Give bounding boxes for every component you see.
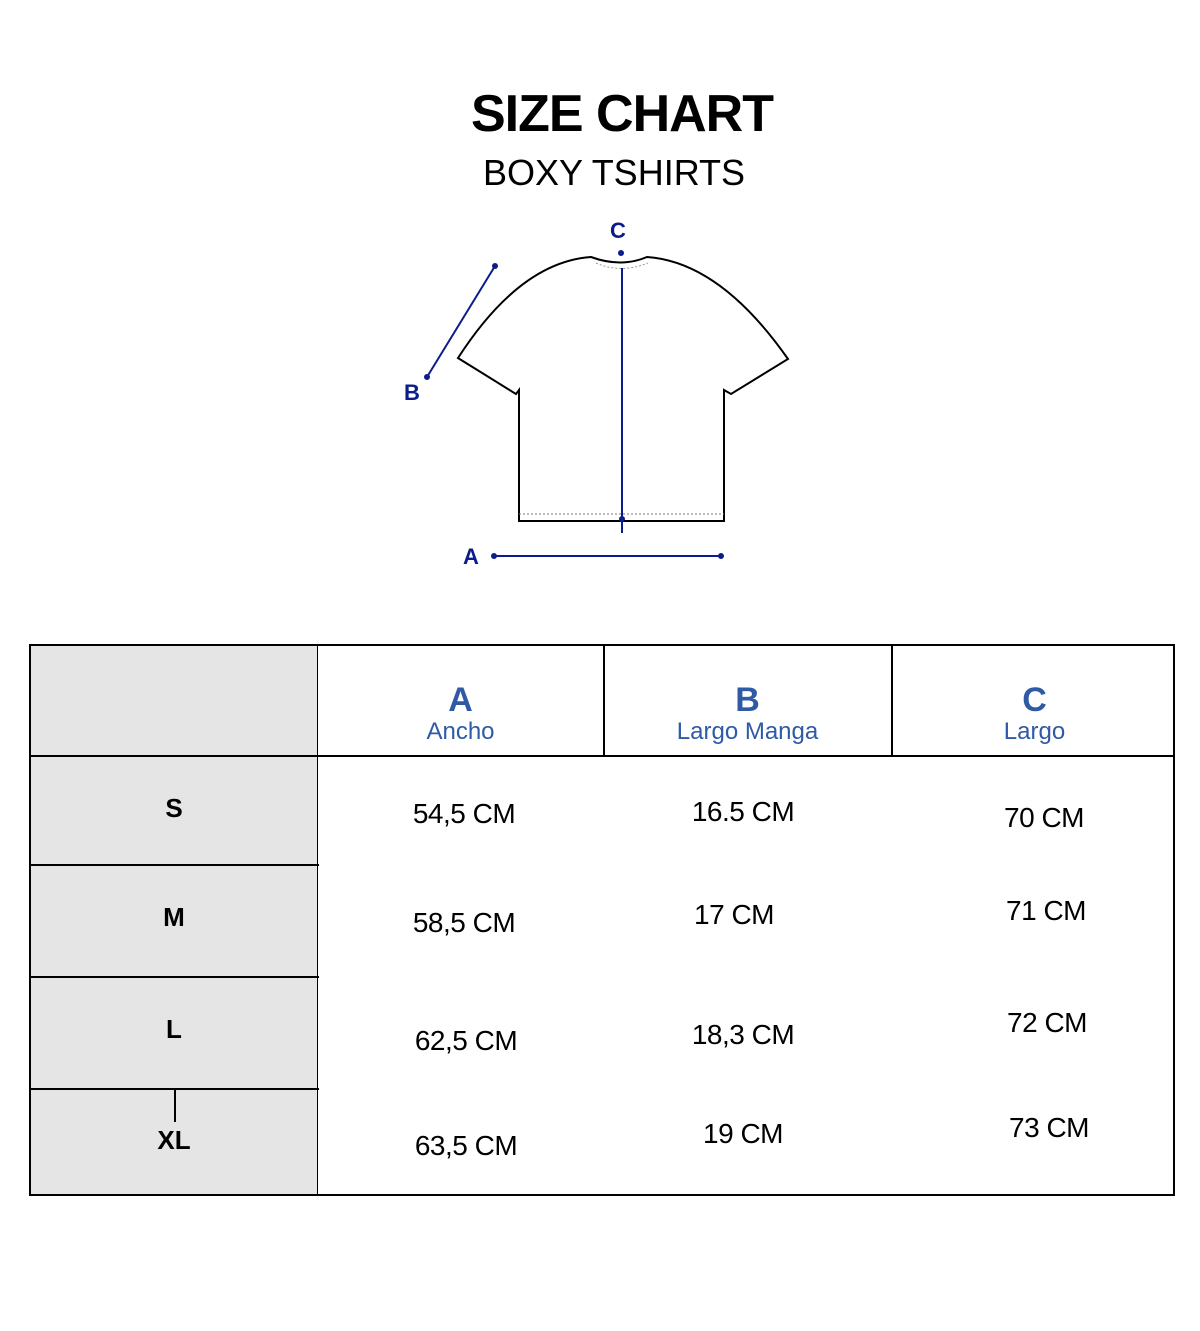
size-table: A Ancho B Largo Manga C Largo S M L XL 54,5… (29, 644, 1175, 1196)
cell-l-a: 62,5 CM (414, 1025, 518, 1056)
cell-xl-b: 19 CM (703, 1118, 783, 1149)
measure-b-line (426, 265, 496, 378)
label-c: C (610, 218, 626, 243)
label-b: B (404, 380, 420, 405)
cell-m-b: 17 CM (694, 899, 774, 930)
cell-s-c: 70 CM (1004, 802, 1084, 833)
size-l: L (166, 1014, 182, 1044)
page-title: SIZE CHART (471, 85, 774, 143)
cell-m-c: 71 CM (1006, 895, 1086, 926)
size-m: M (163, 902, 185, 932)
page-subtitle: BOXY TSHIRTS (482, 152, 746, 193)
cell-s-b: 16.5 CM (691, 796, 795, 827)
tshirt-diagram (424, 250, 790, 559)
cell-s-a: 54,5 CM (412, 798, 516, 829)
size-s: S (165, 793, 183, 823)
label-a: A (463, 544, 479, 569)
size-xl: XL (157, 1125, 191, 1155)
cell-m-a: 58,5 CM (412, 907, 516, 938)
column-header-a: A Ancho (426, 681, 495, 745)
column-header-b: B Largo Manga (676, 681, 819, 745)
cell-xl-a: 63,5 CM (414, 1130, 518, 1161)
cell-xl-c: 73 CM (1009, 1112, 1089, 1143)
cell-l-c: 72 CM (1007, 1007, 1087, 1038)
cell-l-b: 18,3 CM (691, 1019, 795, 1050)
column-header-c: C Largo (1003, 681, 1066, 745)
